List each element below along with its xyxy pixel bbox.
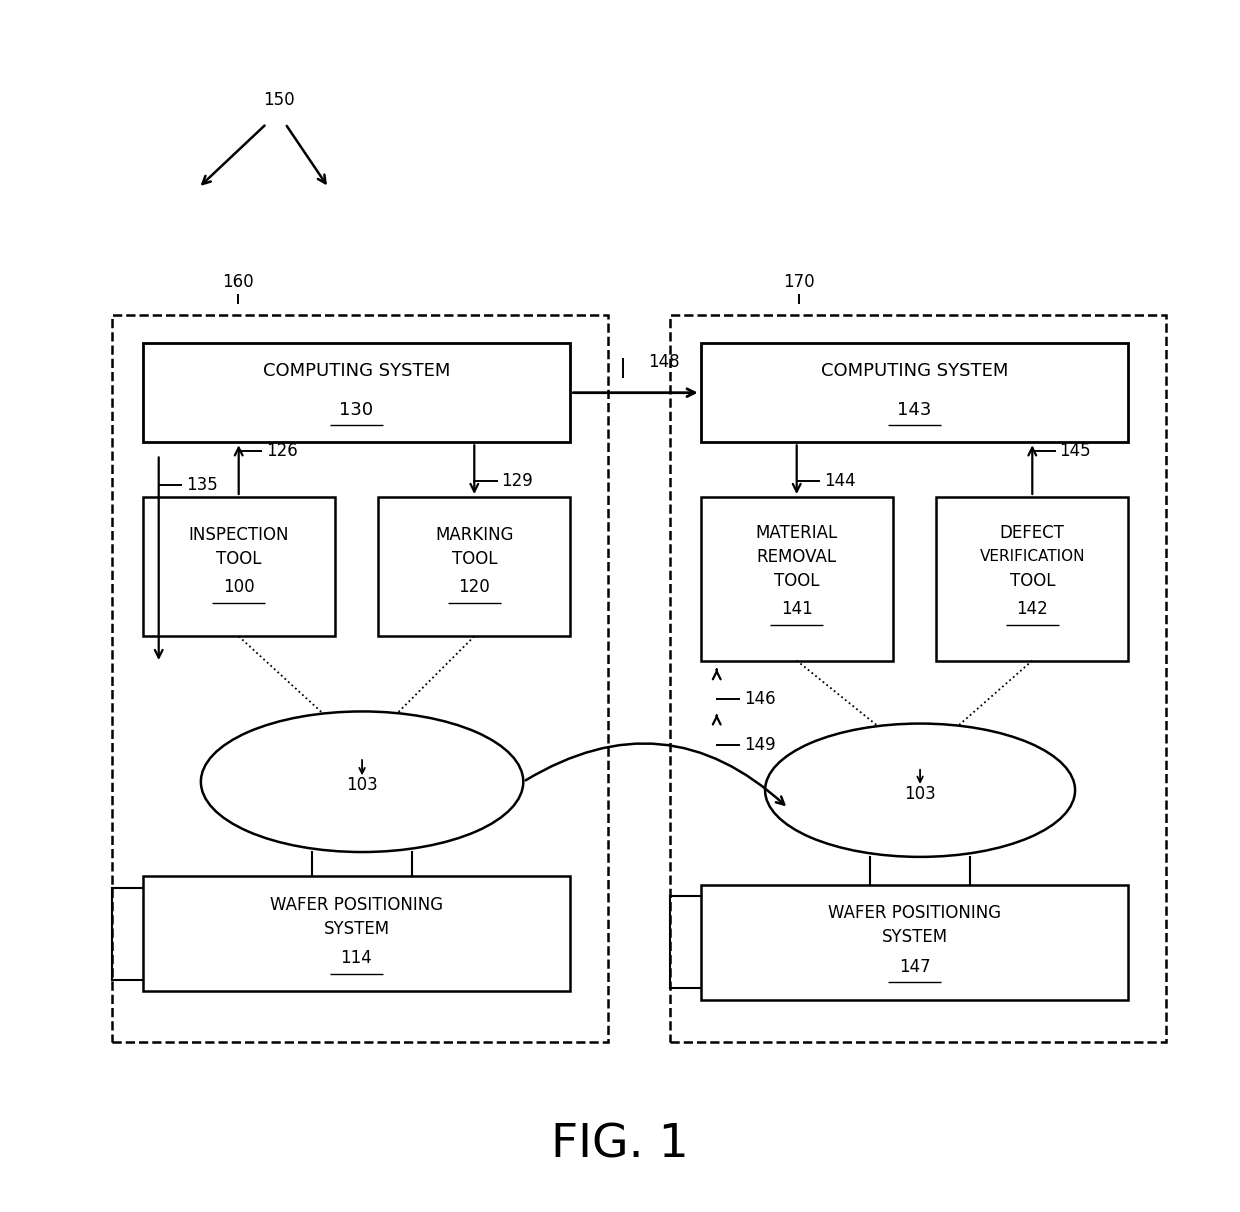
Text: TOOL: TOOL xyxy=(1009,572,1055,590)
FancyBboxPatch shape xyxy=(143,876,570,991)
FancyBboxPatch shape xyxy=(378,497,570,636)
Text: 130: 130 xyxy=(340,401,373,418)
Text: 103: 103 xyxy=(346,777,378,794)
FancyBboxPatch shape xyxy=(670,315,1166,1042)
Text: 135: 135 xyxy=(186,476,218,493)
Text: WAFER POSITIONING: WAFER POSITIONING xyxy=(270,896,443,914)
Text: FIG. 1: FIG. 1 xyxy=(551,1122,689,1168)
Text: TOOL: TOOL xyxy=(451,550,497,568)
Text: TOOL: TOOL xyxy=(216,550,262,568)
Text: 129: 129 xyxy=(501,473,533,490)
Text: 103: 103 xyxy=(904,785,936,802)
Text: COMPUTING SYSTEM: COMPUTING SYSTEM xyxy=(263,362,450,379)
FancyBboxPatch shape xyxy=(143,497,335,636)
Text: 148: 148 xyxy=(647,354,680,371)
Text: INSPECTION: INSPECTION xyxy=(188,526,289,544)
Text: 141: 141 xyxy=(781,600,812,618)
Text: WAFER POSITIONING: WAFER POSITIONING xyxy=(828,904,1001,922)
Text: SYSTEM: SYSTEM xyxy=(324,920,389,938)
Text: 143: 143 xyxy=(898,401,931,418)
Text: REMOVAL: REMOVAL xyxy=(756,548,837,566)
Text: 100: 100 xyxy=(223,578,254,596)
Text: 145: 145 xyxy=(1060,442,1091,459)
Text: COMPUTING SYSTEM: COMPUTING SYSTEM xyxy=(821,362,1008,379)
FancyBboxPatch shape xyxy=(701,343,1128,442)
FancyBboxPatch shape xyxy=(112,315,608,1042)
Ellipse shape xyxy=(201,711,523,852)
Text: MATERIAL: MATERIAL xyxy=(755,524,838,542)
FancyBboxPatch shape xyxy=(936,497,1128,661)
FancyBboxPatch shape xyxy=(701,497,893,661)
Text: 114: 114 xyxy=(341,949,372,967)
Text: TOOL: TOOL xyxy=(774,572,820,590)
Text: 120: 120 xyxy=(459,578,490,596)
Text: 144: 144 xyxy=(823,473,856,490)
FancyBboxPatch shape xyxy=(701,885,1128,1000)
Text: 126: 126 xyxy=(267,442,298,459)
Text: 150: 150 xyxy=(263,91,295,109)
Text: SYSTEM: SYSTEM xyxy=(882,928,947,947)
Text: VERIFICATION: VERIFICATION xyxy=(980,549,1085,565)
Text: 170: 170 xyxy=(782,273,815,291)
Text: MARKING: MARKING xyxy=(435,526,513,544)
Ellipse shape xyxy=(765,724,1075,857)
Text: 142: 142 xyxy=(1017,600,1048,618)
Text: 149: 149 xyxy=(744,737,776,754)
Text: 146: 146 xyxy=(744,691,776,708)
Text: 147: 147 xyxy=(899,957,930,976)
Text: 160: 160 xyxy=(222,273,254,291)
FancyBboxPatch shape xyxy=(143,343,570,442)
Text: DEFECT: DEFECT xyxy=(999,524,1065,542)
